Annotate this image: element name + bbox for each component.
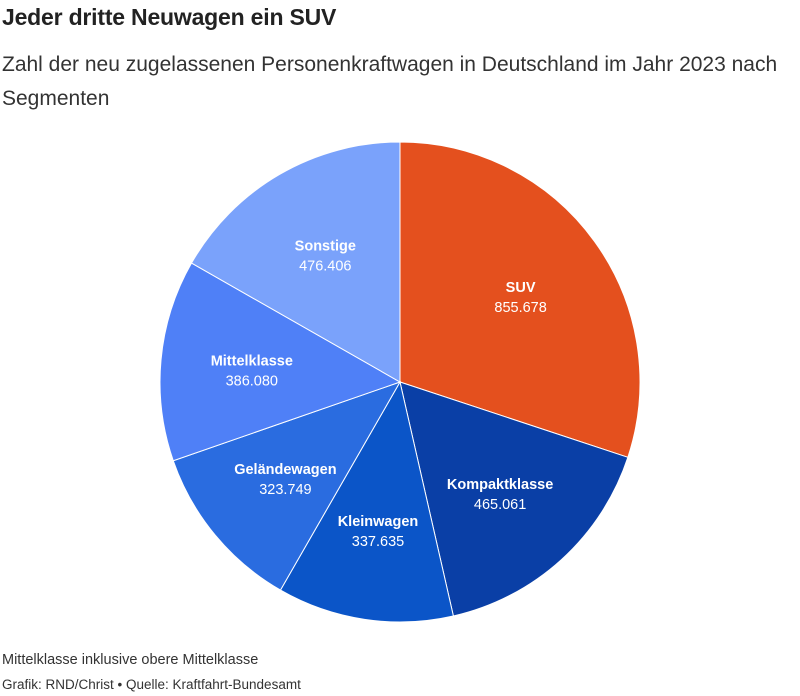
slice-value-kleinwagen: 337.635 bbox=[352, 534, 404, 550]
slice-label-suv: SUV bbox=[506, 280, 536, 296]
footnote: Mittelklasse inklusive obere Mittelklass… bbox=[2, 652, 259, 668]
slice-value-kompaktklasse: 465.061 bbox=[474, 497, 526, 513]
slice-label-gelandewagen: Geländewagen bbox=[234, 462, 336, 478]
slice-value-suv: 855.678 bbox=[494, 300, 546, 316]
slice-value-gelandewagen: 323.749 bbox=[259, 482, 311, 498]
chart-title: Jeder dritte Neuwagen ein SUV bbox=[2, 4, 337, 30]
source-credit: Grafik: RND/Christ • Quelle: Kraftfahrt-… bbox=[2, 677, 301, 692]
slice-label-sonstige: Sonstige bbox=[295, 238, 356, 254]
pie-slice-kleinwagen bbox=[279, 380, 454, 623]
pie-slice-gelandewagen bbox=[172, 381, 402, 591]
pie-slice-suv bbox=[399, 141, 641, 458]
pie-slice-kompaktklasse bbox=[399, 381, 629, 617]
slice-label-mittelklasse: Mittelklasse bbox=[211, 353, 293, 369]
pie-slice-sonstige bbox=[190, 141, 401, 383]
slice-label-kleinwagen: Kleinwagen bbox=[338, 514, 419, 530]
slice-label-kompaktklasse: Kompaktklasse bbox=[447, 477, 553, 493]
slice-value-sonstige: 476.406 bbox=[299, 258, 351, 274]
pie-slice-mittelklasse bbox=[159, 262, 402, 462]
pie-chart: SUV 855.678 Kompaktklasse 465.061 Kleinwagen… bbox=[159, 141, 641, 623]
slice-value-mittelklasse: 386.080 bbox=[226, 373, 278, 389]
chart-subtitle: Zahl der neu zugelassenen Personenkraftw… bbox=[2, 53, 778, 110]
